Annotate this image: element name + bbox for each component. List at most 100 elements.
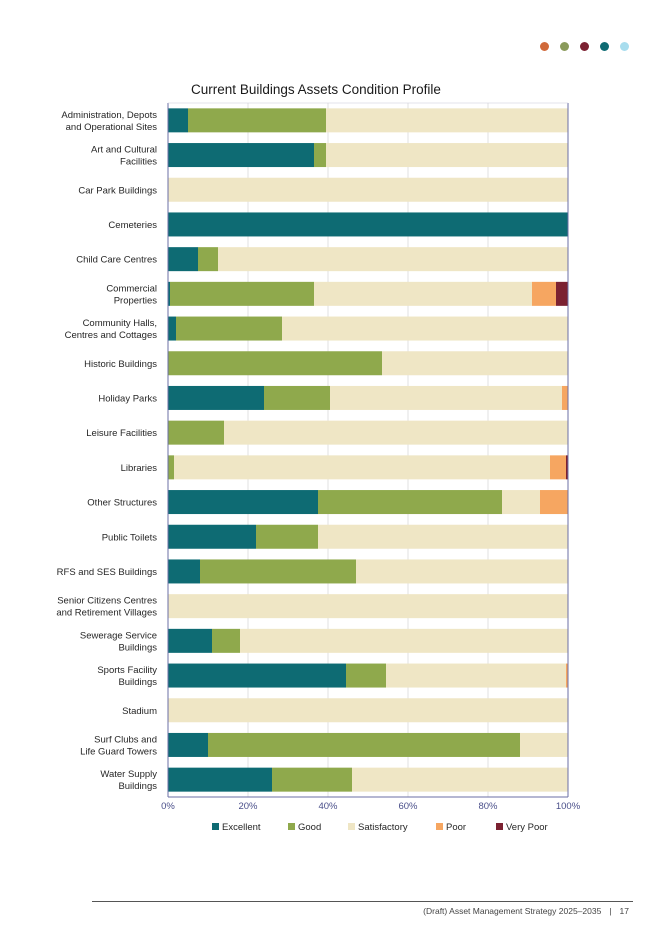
bar-excellent	[168, 212, 568, 237]
bar-excellent	[168, 524, 256, 549]
bar-satisfactory	[282, 316, 568, 341]
bar-satisfactory	[520, 732, 568, 757]
bar-excellent	[168, 732, 208, 757]
bar-good	[168, 351, 382, 376]
category-label: Leisure Facilities	[86, 428, 157, 439]
bar-very-poor	[556, 281, 568, 306]
x-tick-label: 100%	[556, 801, 581, 812]
bar-excellent	[168, 281, 170, 306]
bar-satisfactory	[382, 351, 568, 376]
legend-swatch-very-poor	[496, 823, 503, 830]
green-dot	[560, 42, 569, 51]
bar-good	[314, 143, 326, 168]
bar-good	[176, 316, 282, 341]
category-label: Public Toilets	[102, 532, 158, 543]
category-label: Child Care Centres	[76, 255, 157, 266]
bar-excellent	[168, 316, 176, 341]
category-label: Holiday Parks	[98, 393, 157, 404]
bar-excellent	[168, 247, 198, 272]
category-label: Community Halls, Centres and Cottages	[65, 318, 158, 341]
bar-excellent	[168, 663, 346, 688]
category-label: Historic Buildings	[84, 359, 157, 370]
x-tick-label: 40%	[318, 801, 338, 812]
legend-swatch-good	[288, 823, 295, 830]
footer-document-title: (Draft) Asset Management Strategy 2025–2…	[423, 906, 602, 916]
category-label: Sports Facility Buildings	[97, 665, 157, 688]
bar-poor	[540, 490, 568, 515]
bar-excellent	[168, 108, 188, 133]
bar-satisfactory	[352, 767, 568, 792]
legend-label-satisfactory: Satisfactory	[358, 822, 408, 833]
bar-poor	[532, 281, 556, 306]
bar-satisfactory	[168, 698, 568, 723]
bar-poor	[566, 663, 568, 688]
chart-title: Current Buildings Assets Condition Profi…	[191, 82, 441, 97]
bar-good	[170, 281, 314, 306]
light-blue-dot	[620, 42, 629, 51]
bar-satisfactory	[174, 455, 550, 480]
legend-label-very-poor: Very Poor	[506, 822, 548, 833]
decorative-dots	[540, 40, 630, 54]
category-label: Stadium	[122, 706, 157, 717]
category-label: Sewerage Service Buildings	[80, 630, 157, 653]
bar-good	[168, 420, 224, 445]
bar-excellent	[168, 767, 272, 792]
bar-satisfactory	[330, 385, 562, 410]
x-tick-label: 60%	[398, 801, 418, 812]
footer-separator: |	[609, 906, 612, 916]
bar-good	[346, 663, 386, 688]
legend-label-good: Good	[298, 822, 321, 833]
category-label: Libraries	[121, 463, 158, 474]
bar-good	[256, 524, 318, 549]
bar-excellent	[168, 385, 264, 410]
bar-satisfactory	[386, 663, 566, 688]
bar-satisfactory	[326, 143, 568, 168]
orange-dot	[540, 42, 549, 51]
category-label: Car Park Buildings	[78, 185, 157, 196]
bar-satisfactory	[218, 247, 568, 272]
x-tick-label: 80%	[478, 801, 498, 812]
legend-label-excellent: Excellent	[222, 822, 261, 833]
category-label: Administration, Depots and Operational Si…	[61, 110, 157, 133]
bar-satisfactory	[326, 108, 568, 133]
bar-good	[272, 767, 352, 792]
bar-excellent	[168, 559, 200, 584]
bar-good	[188, 108, 326, 133]
bar-satisfactory	[502, 490, 540, 515]
bar-good	[168, 455, 174, 480]
legend-swatch-poor	[436, 823, 443, 830]
bar-excellent	[168, 490, 318, 515]
category-label: Other Structures	[87, 498, 157, 509]
bar-good	[200, 559, 356, 584]
page-footer: (Draft) Asset Management Strategy 2025–2…	[423, 906, 629, 916]
bar-satisfactory	[168, 177, 568, 202]
teal-dot	[600, 42, 609, 51]
category-label: Art and Cultural Facilities	[91, 145, 157, 168]
legend-swatch-satisfactory	[348, 823, 355, 830]
bar-poor	[550, 455, 566, 480]
bar-good	[264, 385, 330, 410]
bar-excellent	[168, 628, 212, 653]
category-label: Senior Citizens Centres and Retirement Vi…	[56, 596, 157, 619]
bar-poor	[562, 385, 568, 410]
category-label: Surf Clubs and Life Guard Towers	[80, 734, 157, 757]
bar-satisfactory	[224, 420, 568, 445]
bar-satisfactory	[240, 628, 568, 653]
x-tick-label: 20%	[238, 801, 258, 812]
category-label: Cemeteries	[108, 220, 157, 231]
bar-satisfactory	[314, 281, 532, 306]
category-label: Commercial Properties	[106, 283, 157, 306]
bar-satisfactory	[168, 594, 568, 619]
category-label: RFS and SES Buildings	[57, 567, 158, 578]
bar-satisfactory	[356, 559, 568, 584]
category-label: Water Supply Buildings	[100, 769, 157, 792]
footer-rule	[92, 901, 633, 902]
legend-label-poor: Poor	[446, 822, 466, 833]
footer-page-number: 17	[619, 906, 629, 916]
maroon-dot	[580, 42, 589, 51]
x-tick-label: 0%	[161, 801, 175, 812]
bar-good	[212, 628, 240, 653]
bar-good	[318, 490, 502, 515]
bar-good	[208, 732, 520, 757]
bar-good	[198, 247, 218, 272]
